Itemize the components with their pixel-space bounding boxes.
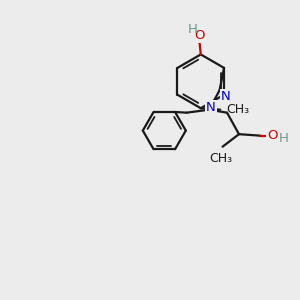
Text: CH₃: CH₃ xyxy=(209,152,232,165)
Text: H: H xyxy=(278,132,288,145)
Text: O: O xyxy=(267,129,278,142)
Text: O: O xyxy=(194,28,205,41)
Text: N: N xyxy=(206,101,215,114)
Text: H: H xyxy=(188,23,198,37)
Text: N: N xyxy=(221,90,230,103)
Text: CH₃: CH₃ xyxy=(226,103,249,116)
